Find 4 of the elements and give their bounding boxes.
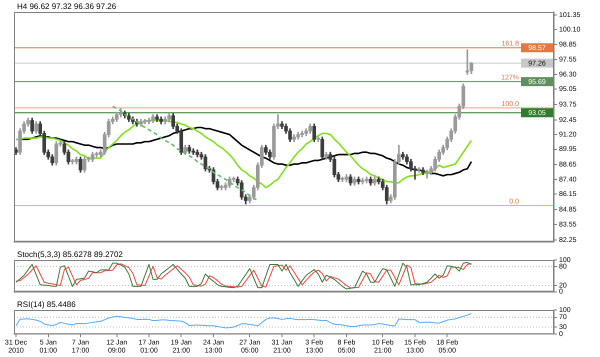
chart-title: H4 96.62 97.32 96.36 97.26 bbox=[17, 2, 117, 11]
chart-title: RSI(14) 85.4486 bbox=[17, 300, 76, 309]
chart-title: Stoch(5,3,3) 85.6278 89.2702 bbox=[17, 250, 124, 259]
line-series bbox=[112, 105, 259, 202]
